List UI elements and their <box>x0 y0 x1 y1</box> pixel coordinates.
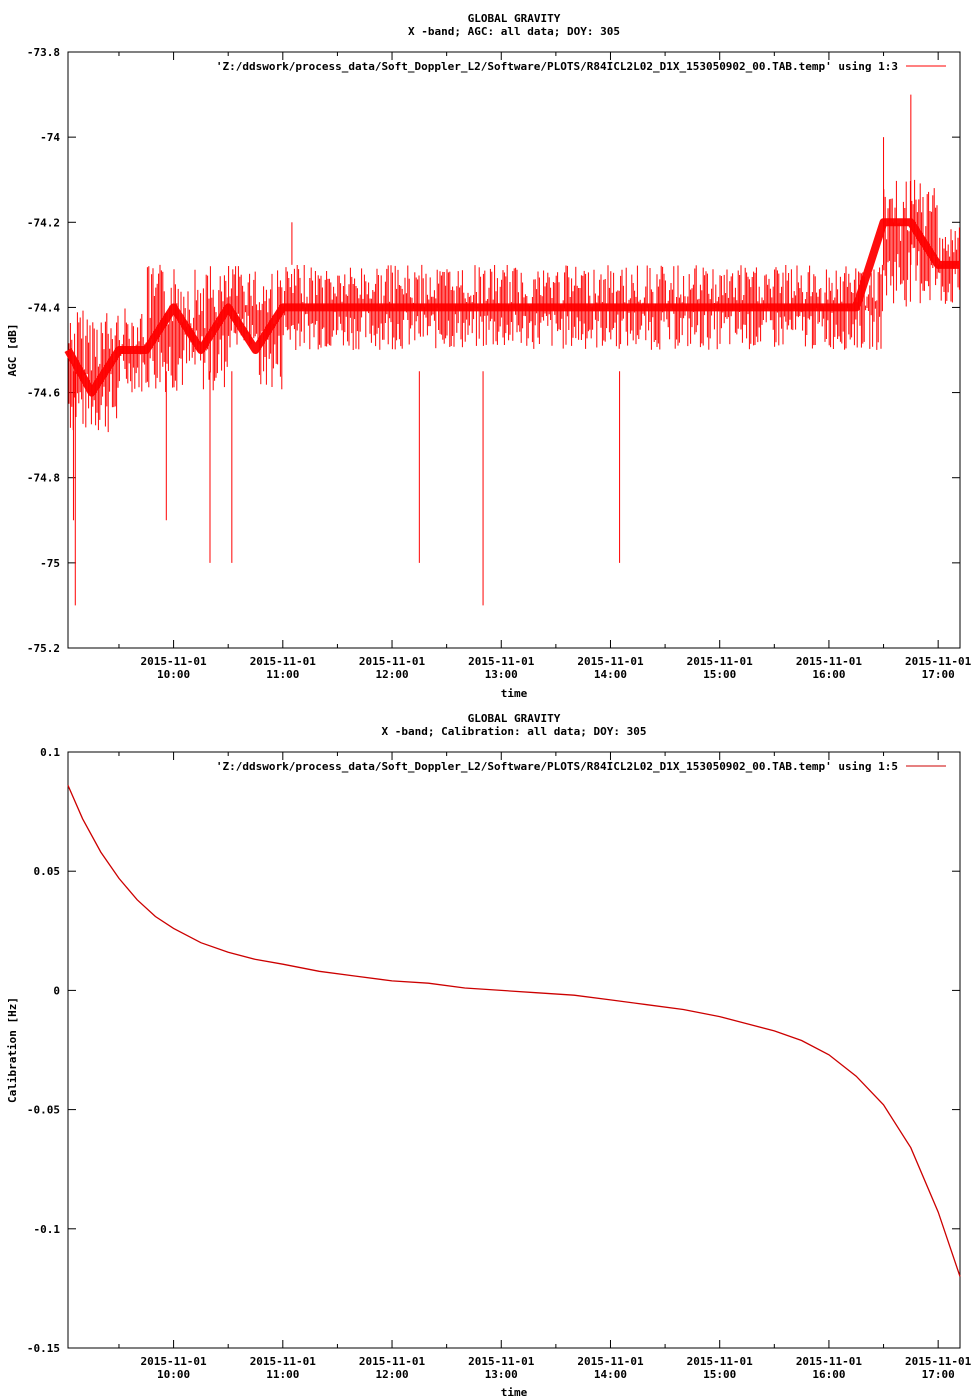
legend-label: 'Z:/ddswork/process_data/Soft_Doppler_L2… <box>216 60 898 73</box>
x-tick-label-date: 2015-11-01 <box>468 1355 535 1368</box>
x-tick-label-time: 13:00 <box>485 668 518 681</box>
x-tick-label-time: 17:00 <box>922 1368 955 1381</box>
y-axis-label: AGC [dB] <box>6 324 19 377</box>
x-tick-label-date: 2015-11-01 <box>359 1355 426 1368</box>
x-tick-label-date: 2015-11-01 <box>577 1355 644 1368</box>
y-tick-label: -0.1 <box>34 1223 61 1236</box>
series-1: 'Z:/ddswork/process_data/Soft_Doppler_L2… <box>67 760 961 1277</box>
x-tick-label-time: 10:00 <box>157 668 190 681</box>
y-tick-label: 0.05 <box>34 865 61 878</box>
x-tick-label-date: 2015-11-01 <box>577 655 644 668</box>
x-tick-label-date: 2015-11-01 <box>140 655 207 668</box>
x-tick-label-time: 12:00 <box>375 1368 408 1381</box>
series-1: 'Z:/ddswork/process_data/Soft_Doppler_L2… <box>64 60 960 606</box>
x-axis-label: time <box>501 1386 528 1399</box>
x-tick-label-time: 16:00 <box>812 668 845 681</box>
x-tick-label-time: 15:00 <box>703 1368 736 1381</box>
y-tick-label: -0.05 <box>27 1104 60 1117</box>
y-tick-label: 0.1 <box>40 746 60 759</box>
x-tick-label-date: 2015-11-01 <box>250 1355 317 1368</box>
x-tick-label-date: 2015-11-01 <box>905 1355 972 1368</box>
x-tick-label-date: 2015-11-01 <box>796 1355 863 1368</box>
chart-title: GLOBAL GRAVITY <box>468 712 561 725</box>
y-tick-label: -75.2 <box>27 642 60 655</box>
x-tick-label-time: 16:00 <box>812 1368 845 1381</box>
y-tick-label: -0.15 <box>27 1342 60 1355</box>
chart-title: GLOBAL GRAVITY <box>468 12 561 25</box>
x-tick-label-time: 17:00 <box>922 668 955 681</box>
y-tick-label: -73.8 <box>27 46 60 59</box>
legend-entry: 'Z:/ddswork/process_data/Soft_Doppler_L2… <box>216 60 946 73</box>
x-tick-label-date: 2015-11-01 <box>687 655 754 668</box>
x-tick-label-date: 2015-11-01 <box>468 655 535 668</box>
y-tick-label: -74 <box>40 131 60 144</box>
x-tick-label-time: 15:00 <box>703 668 736 681</box>
y-tick-label: -74.2 <box>27 216 60 229</box>
y-tick-label: -75 <box>40 557 60 570</box>
x-tick-label-time: 14:00 <box>594 668 627 681</box>
y-axis-label: Calibration [Hz] <box>6 997 19 1103</box>
x-axis-label: time <box>501 687 528 700</box>
x-tick-label-date: 2015-11-01 <box>250 655 317 668</box>
y-tick-label: 0 <box>53 984 60 997</box>
y-tick-label: -74.4 <box>27 301 60 314</box>
chart-subtitle: X -band; AGC: all data; DOY: 305 <box>408 25 620 38</box>
x-tick-label-time: 11:00 <box>266 668 299 681</box>
x-tick-label-date: 2015-11-01 <box>796 655 863 668</box>
chart-subtitle: X -band; Calibration: all data; DOY: 305 <box>382 725 647 738</box>
x-tick-label-date: 2015-11-01 <box>359 655 426 668</box>
x-tick-label-time: 13:00 <box>485 1368 518 1381</box>
x-tick-label-time: 10:00 <box>157 1368 190 1381</box>
x-tick-label-time: 12:00 <box>375 668 408 681</box>
x-tick-label-date: 2015-11-01 <box>687 1355 754 1368</box>
legend-label: 'Z:/ddswork/process_data/Soft_Doppler_L2… <box>216 760 898 773</box>
plot-frame <box>67 751 961 1349</box>
series-line <box>67 785 961 1277</box>
y-tick-label: -74.8 <box>27 472 60 485</box>
y-tick-label: -74.6 <box>27 387 60 400</box>
x-tick-label-date: 2015-11-01 <box>905 655 972 668</box>
x-tick-label-time: 14:00 <box>594 1368 627 1381</box>
legend-entry: 'Z:/ddswork/process_data/Soft_Doppler_L2… <box>216 760 946 773</box>
series-line <box>64 218 960 397</box>
x-tick-label-time: 11:00 <box>266 1368 299 1381</box>
x-tick-label-date: 2015-11-01 <box>140 1355 207 1368</box>
